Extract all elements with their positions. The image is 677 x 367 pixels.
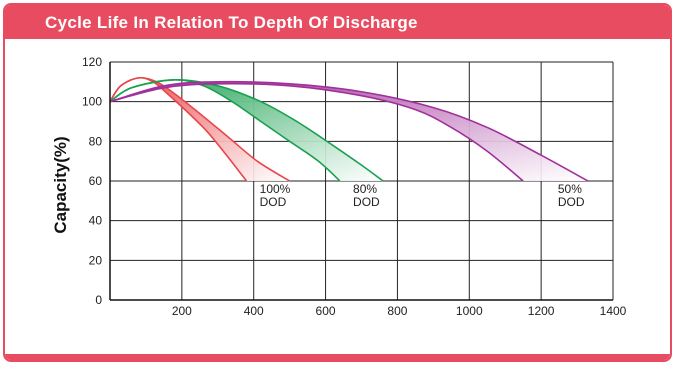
x-tick-label: 800 bbox=[387, 304, 407, 318]
series-label: 100% bbox=[260, 182, 291, 196]
y-tick-label: 120 bbox=[82, 55, 102, 69]
series-label: DOD bbox=[558, 195, 585, 209]
y-tick-label: 40 bbox=[89, 214, 103, 228]
y-tick-label: 60 bbox=[89, 174, 103, 188]
y-tick-label: 20 bbox=[89, 253, 103, 267]
x-tick-label: 1200 bbox=[528, 304, 555, 318]
series-label: DOD bbox=[353, 195, 380, 209]
series-label: 50% bbox=[558, 182, 582, 196]
x-tick-label: 400 bbox=[244, 304, 264, 318]
x-tick-label: 1000 bbox=[456, 304, 483, 318]
series-label: DOD bbox=[260, 195, 287, 209]
y-tick-label: 100 bbox=[82, 95, 102, 109]
x-tick-label: 1400 bbox=[600, 304, 627, 318]
series-label: 80% bbox=[353, 182, 377, 196]
y-tick-label: 0 bbox=[95, 293, 102, 307]
x-tick-label: 200 bbox=[172, 304, 192, 318]
y-tick-label: 80 bbox=[89, 134, 103, 148]
x-tick-label: 600 bbox=[316, 304, 336, 318]
y-axis-label: Capacity(%) bbox=[51, 136, 70, 233]
